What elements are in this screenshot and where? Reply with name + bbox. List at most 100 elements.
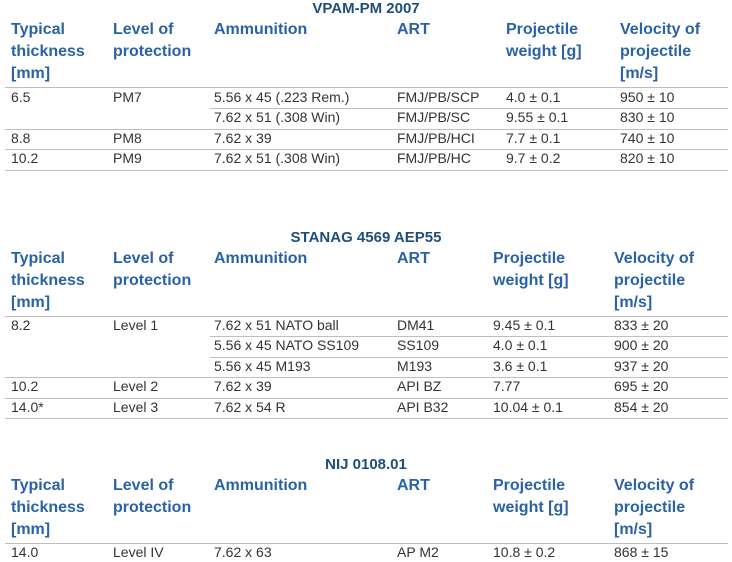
header-cell: weight [g]	[506, 43, 582, 60]
table-cell: 833 ± 20	[614, 317, 669, 333]
header-cell: ART	[397, 250, 430, 267]
table-title: NIJ 0108.01	[325, 456, 407, 473]
separator	[5, 87, 728, 88]
table-cell: 10.8 ± 0.2	[493, 544, 556, 560]
header-cell: Projectile	[506, 21, 579, 38]
table-cell: 6.5	[11, 89, 31, 105]
table-cell: 5.56 x 45 M193	[214, 357, 311, 374]
header-cell: [m/s]	[620, 65, 659, 82]
table-cell: API B32	[397, 398, 449, 415]
header-cell: projectile	[614, 272, 686, 289]
table-cell: 820 ± 10	[620, 150, 675, 167]
table-cell: 14.0*	[11, 398, 44, 415]
table-cell: FMJ/PB/HC	[397, 150, 471, 167]
table-cell: 7.77	[493, 378, 521, 395]
header-cell: protection	[113, 499, 192, 516]
table-cell: Level IV	[113, 544, 164, 560]
table-cell: 7.62 x 51 (.308 Win)	[214, 109, 341, 126]
table-cell: 9.55 ± 0.1	[506, 109, 569, 126]
header-cell: projectile	[614, 499, 686, 516]
header-cell: ART	[397, 477, 430, 494]
header-cell: ART	[397, 21, 430, 38]
table-cell: 868 ± 15	[614, 544, 669, 560]
table-cell: 900 ± 20	[614, 337, 669, 354]
table-cell: Level 1	[113, 317, 159, 333]
header-cell: weight [g]	[493, 272, 569, 289]
header-cell: [mm]	[11, 294, 51, 311]
table-cell: 14.0	[11, 544, 39, 560]
row-separator	[5, 149, 728, 150]
row-separator	[5, 129, 728, 130]
table-cell: 8.8	[11, 129, 31, 146]
header-cell: Typical	[11, 250, 65, 267]
table-cell: 10.04 ± 0.1	[493, 398, 563, 415]
table-cell: 854 ± 20	[614, 398, 669, 415]
table-cell: 7.62 x 63	[214, 544, 272, 560]
header-cell: Projectile	[493, 477, 566, 494]
table-cell: 5.56 x 45 (.223 Rem.)	[214, 89, 350, 105]
row-separator	[210, 336, 728, 337]
table-cell: 4.0 ± 0.1	[493, 337, 548, 354]
table-cell: AP M2	[397, 544, 439, 560]
header-cell: [m/s]	[614, 294, 653, 311]
table-cell: DM41	[397, 317, 435, 333]
table-cell: FMJ/PB/SCP	[397, 89, 480, 105]
header-cell: Velocity of	[614, 250, 695, 267]
table-cell: 7.62 x 39	[214, 129, 272, 146]
table-title: VPAM-PM 2007	[312, 0, 420, 17]
table-cell: FMJ/PB/HCI	[397, 129, 475, 146]
table-cell: 937 ± 20	[614, 357, 669, 374]
table-cell: Level 3	[113, 398, 159, 415]
row-separator	[5, 377, 728, 378]
table-cell: Level 2	[113, 378, 159, 395]
header-cell: Ammunition	[214, 250, 308, 267]
row-separator	[5, 170, 728, 171]
header-cell: Velocity of	[614, 477, 695, 494]
header-cell: Velocity of	[620, 21, 701, 38]
table-cell: 7.62 x 54 R	[214, 398, 286, 415]
header-cell: thickness	[11, 43, 85, 60]
table-cell: 7.62 x 39	[214, 378, 272, 395]
header-cell: Typical	[11, 477, 65, 494]
header-cell: weight [g]	[493, 499, 569, 516]
table-cell: PM9	[113, 150, 142, 167]
header-cell: Projectile	[493, 250, 566, 267]
table-cell: 10.2	[11, 378, 39, 395]
table-cell: 8.2	[11, 317, 31, 333]
table-cell: FMJ/PB/SC	[397, 109, 471, 126]
header-cell: Ammunition	[214, 477, 308, 494]
table-cell: API BZ	[397, 378, 442, 395]
header-cell: projectile	[620, 43, 692, 60]
table-cell: M193	[397, 357, 433, 374]
table-cell: 7.7 ± 0.1	[506, 129, 561, 146]
table-cell: 9.7 ± 0.2	[506, 150, 561, 167]
row-separator	[210, 357, 728, 358]
table-cell: SS109	[397, 337, 440, 354]
header-cell: protection	[113, 43, 192, 60]
table-cell: 10.2	[11, 150, 39, 167]
table-cell: 950 ± 10	[620, 89, 675, 105]
separator	[5, 316, 728, 317]
table-cell: 5.56 x 45 NATO SS109	[214, 337, 360, 354]
separator	[5, 543, 728, 544]
header-cell: Typical	[11, 21, 65, 38]
table-cell: 3.6 ± 0.1	[493, 357, 548, 374]
header-cell: Level of	[113, 21, 174, 38]
table-cell: 7.62 x 51 (.308 Win)	[214, 150, 341, 167]
row-separator	[5, 418, 728, 419]
table-cell: PM7	[113, 89, 142, 105]
table-title: STANAG 4569 AEP55	[290, 229, 442, 246]
row-separator	[210, 108, 728, 109]
header-cell: [mm]	[11, 521, 51, 538]
header-cell: thickness	[11, 499, 85, 516]
table-cell: 830 ± 10	[620, 109, 675, 126]
table-cell: 4.0 ± 0.1	[506, 89, 561, 105]
header-cell: protection	[113, 272, 192, 289]
table-cell: PM8	[113, 129, 142, 146]
header-cell: [m/s]	[614, 521, 653, 538]
header-cell: Ammunition	[214, 21, 308, 38]
header-cell: Level of	[113, 250, 174, 267]
header-cell: thickness	[11, 272, 85, 289]
table-cell: 695 ± 20	[614, 378, 669, 395]
